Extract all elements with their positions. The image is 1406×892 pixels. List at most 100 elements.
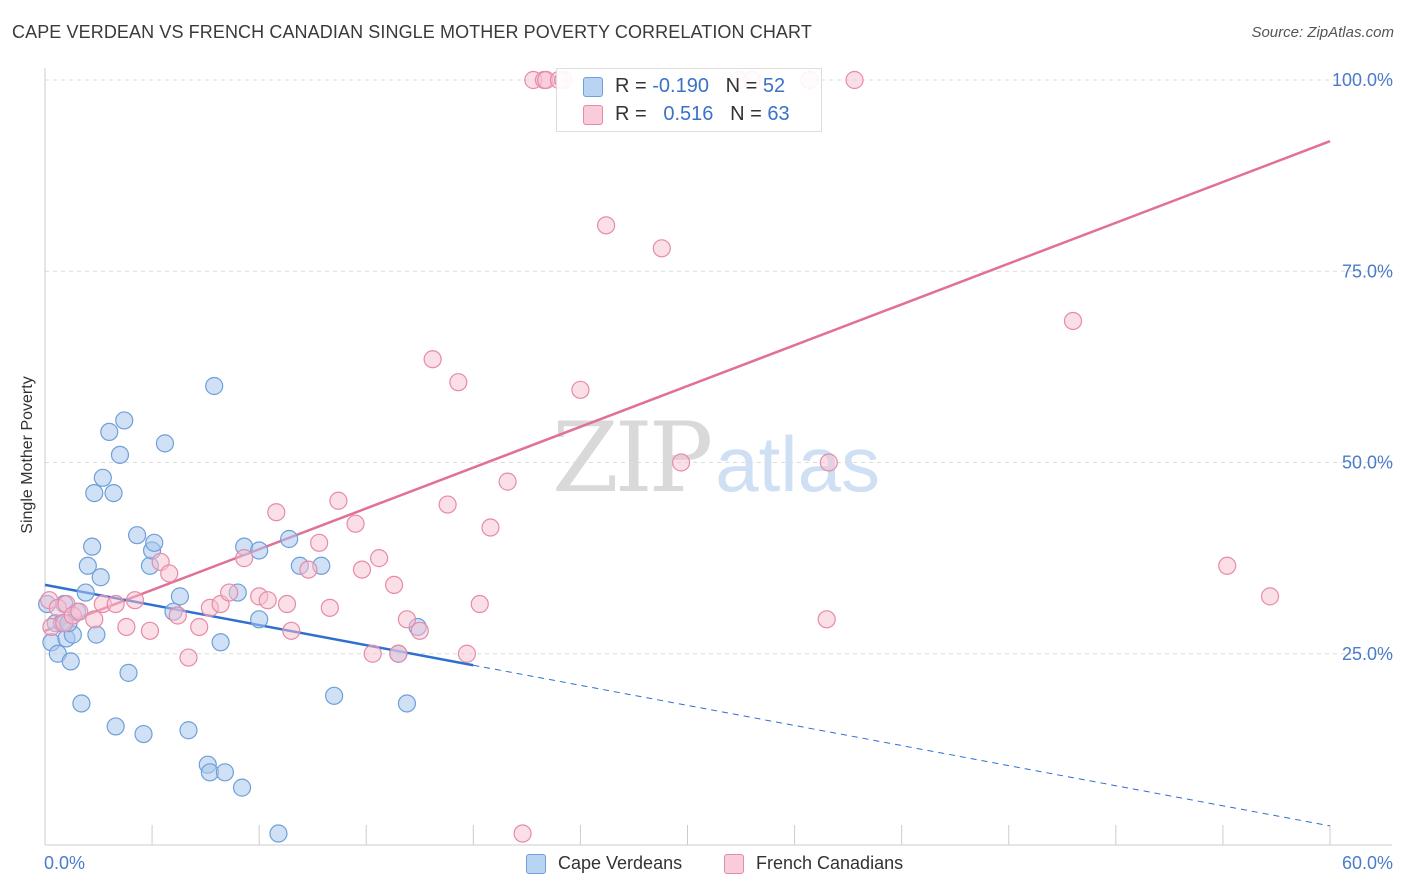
point-french-canadian bbox=[310, 533, 329, 552]
point-french-canadian bbox=[457, 644, 477, 663]
point-french-canadian bbox=[85, 610, 104, 629]
legend-r-value: 0.516 bbox=[663, 103, 714, 125]
point-cape-verdean bbox=[91, 568, 110, 587]
legend-n-value: 52 bbox=[762, 75, 786, 97]
point-cape-verdean bbox=[280, 529, 299, 549]
y-tick-label: 25.0% bbox=[1342, 644, 1393, 664]
point-cape-verdean bbox=[106, 717, 125, 736]
point-cape-verdean bbox=[61, 652, 80, 671]
point-cape-verdean bbox=[87, 625, 106, 644]
legend-swatch-blue bbox=[583, 77, 603, 97]
y-tick-label: 75.0% bbox=[1342, 261, 1393, 281]
point-french-canadian bbox=[117, 617, 136, 637]
point-french-canadian bbox=[819, 453, 838, 472]
point-french-canadian bbox=[498, 472, 517, 491]
point-french-canadian bbox=[513, 824, 532, 843]
legend-swatch-pink bbox=[583, 105, 603, 125]
point-french-canadian bbox=[125, 591, 145, 610]
point-french-canadian bbox=[329, 491, 348, 510]
axis-layer bbox=[44, 68, 1392, 846]
point-cape-verdean bbox=[134, 724, 153, 744]
point-cape-verdean bbox=[93, 468, 112, 487]
point-french-canadian bbox=[423, 350, 442, 369]
point-french-canadian bbox=[258, 591, 277, 610]
legend-swatch-blue bbox=[526, 854, 546, 874]
point-cape-verdean bbox=[145, 533, 164, 552]
point-cape-verdean bbox=[155, 434, 175, 453]
point-french-canadian bbox=[363, 644, 382, 663]
legend-swatch-pink bbox=[724, 854, 744, 874]
point-french-canadian bbox=[70, 602, 89, 621]
source-label: Source: ZipAtlas.com bbox=[1251, 24, 1394, 41]
point-cape-verdean bbox=[115, 411, 134, 430]
legend-n-label: N = bbox=[725, 75, 758, 97]
tick-label-layer: 25.0% 50.0% 75.0% 100.0% 0.0% 60.0% bbox=[44, 70, 1393, 873]
point-french-canadian bbox=[352, 560, 372, 579]
point-cape-verdean bbox=[127, 526, 147, 545]
watermark: ZIPatlas bbox=[552, 402, 880, 514]
point-cape-verdean bbox=[100, 422, 119, 441]
point-french-canadian bbox=[179, 648, 198, 667]
point-cape-verdean bbox=[170, 587, 190, 606]
y-axis-label: Single Mother Poverty bbox=[19, 376, 36, 534]
legend-label: Cape Verdeans bbox=[558, 853, 683, 873]
point-french-canadian bbox=[384, 575, 404, 595]
point-cape-verdean bbox=[250, 610, 269, 629]
point-french-canadian bbox=[470, 594, 489, 614]
point-french-canadian bbox=[106, 594, 125, 614]
point-french-canadian bbox=[449, 373, 468, 392]
legend-n-value: 63 bbox=[767, 103, 790, 125]
point-french-canadian bbox=[571, 380, 590, 399]
point-french-canadian bbox=[481, 518, 500, 537]
point-cape-verdean bbox=[211, 633, 230, 652]
y-tick-label: 50.0% bbox=[1342, 453, 1393, 473]
point-french-canadian bbox=[845, 70, 864, 90]
point-cape-verdean bbox=[250, 541, 269, 560]
point-french-canadian bbox=[389, 644, 408, 663]
point-cape-verdean bbox=[72, 694, 91, 713]
chart-title: CAPE VERDEAN VS FRENCH CANADIAN SINGLE M… bbox=[12, 22, 812, 42]
point-french-canadian bbox=[277, 594, 297, 614]
point-french-canadian bbox=[438, 495, 457, 514]
point-cape-verdean bbox=[119, 663, 138, 682]
series-legend: Cape Verdeans French Canadians bbox=[0, 852, 1406, 876]
point-french-canadian bbox=[597, 216, 616, 235]
point-cape-verdean bbox=[85, 484, 104, 503]
point-french-canadian bbox=[220, 583, 239, 602]
legend-r-value: -0.190 bbox=[652, 75, 709, 97]
trend-layer bbox=[44, 140, 1331, 827]
point-cape-verdean bbox=[110, 445, 130, 464]
legend-r-label: R = bbox=[615, 75, 647, 97]
point-french-canadian bbox=[168, 606, 187, 625]
point-french-canadian bbox=[652, 239, 671, 258]
legend-r-label: R = bbox=[615, 103, 647, 125]
point-french-canadian bbox=[282, 621, 301, 640]
point-french-canadian bbox=[397, 610, 417, 629]
point-french-canadian bbox=[370, 549, 389, 568]
correlation-legend: R = -0.190 N = 52 R = 0.516 N = 63 bbox=[556, 68, 822, 132]
point-french-canadian bbox=[1260, 587, 1280, 606]
point-french-canadian bbox=[299, 560, 318, 579]
x-tick-label: 60.0% bbox=[1342, 853, 1393, 873]
legend-n-label: N = bbox=[730, 103, 762, 125]
point-french-canadian bbox=[160, 564, 179, 583]
point-cape-verdean bbox=[232, 778, 252, 797]
grid-layer bbox=[45, 79, 1392, 655]
point-french-canadian bbox=[190, 617, 209, 637]
point-french-canadian bbox=[1063, 311, 1083, 331]
point-cape-verdean bbox=[179, 721, 198, 740]
point-cape-verdean bbox=[215, 763, 234, 782]
point-cape-verdean bbox=[325, 686, 344, 705]
point-french-canadian bbox=[235, 549, 254, 568]
point-cape-verdean bbox=[205, 376, 224, 396]
point-french-canadian bbox=[410, 621, 429, 640]
x-tick-label: 0.0% bbox=[44, 853, 85, 873]
point-cape-verdean bbox=[76, 583, 95, 602]
point-cape-verdean bbox=[269, 824, 288, 843]
point-french-canadian bbox=[1218, 556, 1237, 575]
legend-label: French Canadians bbox=[756, 853, 904, 873]
point-french-canadian bbox=[346, 514, 365, 533]
point-french-canadian bbox=[267, 503, 286, 522]
trendline-cape-verdeans-extension bbox=[473, 664, 1331, 827]
